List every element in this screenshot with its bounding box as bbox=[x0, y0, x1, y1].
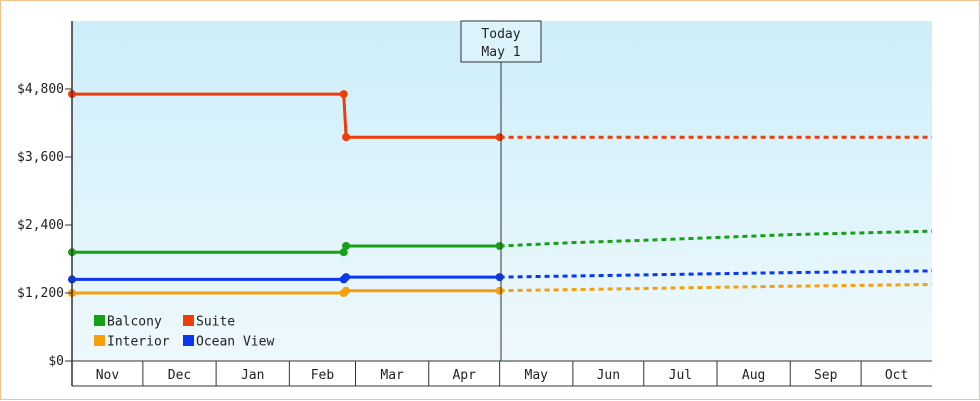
forecast-line-interior bbox=[499, 283, 933, 293]
month-label-mar: Mar bbox=[380, 368, 404, 383]
data-point-interior[interactable] bbox=[495, 286, 504, 295]
data-point-suite[interactable] bbox=[495, 133, 504, 142]
data-point-ocean-view[interactable] bbox=[495, 273, 504, 282]
month-label-aug: Aug bbox=[742, 368, 765, 383]
today-label-line1: Today bbox=[481, 27, 520, 42]
month-label-jul: Jul bbox=[669, 368, 692, 383]
legend: Balcony Suite Interior Ocean View bbox=[94, 315, 274, 350]
legend-swatch-ocean-view bbox=[183, 335, 194, 346]
series-layer bbox=[68, 90, 933, 297]
month-label-apr: Apr bbox=[452, 368, 476, 383]
data-point-balcony[interactable] bbox=[339, 248, 348, 257]
month-label-may: May bbox=[525, 368, 549, 383]
forecast-line-ocean-view bbox=[499, 269, 933, 279]
data-point-suite[interactable] bbox=[342, 133, 351, 142]
y-ticks: $0 $1,200 $2,400 $3,600 $4,800 bbox=[17, 82, 72, 369]
data-point-balcony[interactable] bbox=[495, 241, 504, 250]
legend-label-ocean-view[interactable]: Ocean View bbox=[196, 335, 274, 350]
today-label-box bbox=[460, 20, 542, 63]
axes-layer bbox=[71, 21, 932, 387]
legend-label-suite[interactable]: Suite bbox=[196, 315, 235, 330]
plot-area bbox=[72, 21, 932, 361]
month-label-feb: Feb bbox=[311, 368, 335, 383]
y-tick-label: $2,400 bbox=[17, 218, 64, 233]
y-tick-label: $0 bbox=[48, 354, 64, 369]
data-point-ocean-view[interactable] bbox=[342, 273, 351, 282]
legend-label-balcony[interactable]: Balcony bbox=[107, 315, 162, 330]
history-line-suite bbox=[72, 92, 500, 139]
month-axis: Nov Dec Jan Feb Mar Apr May Jun Jul Aug Sep Oct bbox=[96, 361, 908, 386]
month-label-dec: Dec bbox=[168, 368, 191, 383]
today-label-line2: May 1 bbox=[481, 45, 520, 60]
month-label-sep: Sep bbox=[814, 368, 838, 383]
legend-swatch-balcony bbox=[94, 315, 105, 326]
data-point-interior[interactable] bbox=[342, 286, 351, 295]
forecast-line-balcony bbox=[499, 229, 933, 248]
data-point-balcony[interactable] bbox=[342, 241, 351, 250]
month-label-nov: Nov bbox=[96, 368, 120, 383]
y-tick-label: $1,200 bbox=[17, 286, 64, 301]
today-marker: Today May 1 bbox=[460, 20, 542, 361]
y-tick-label: $4,800 bbox=[17, 82, 64, 97]
month-label-jan: Jan bbox=[241, 368, 264, 383]
legend-swatch-interior bbox=[94, 335, 105, 346]
legend-label-interior[interactable]: Interior bbox=[107, 335, 170, 350]
y-tick-label: $3,600 bbox=[17, 150, 64, 165]
data-point-suite[interactable] bbox=[339, 90, 348, 99]
month-label-oct: Oct bbox=[885, 368, 908, 383]
legend-swatch-suite bbox=[183, 315, 194, 326]
month-label-jun: Jun bbox=[597, 368, 620, 383]
